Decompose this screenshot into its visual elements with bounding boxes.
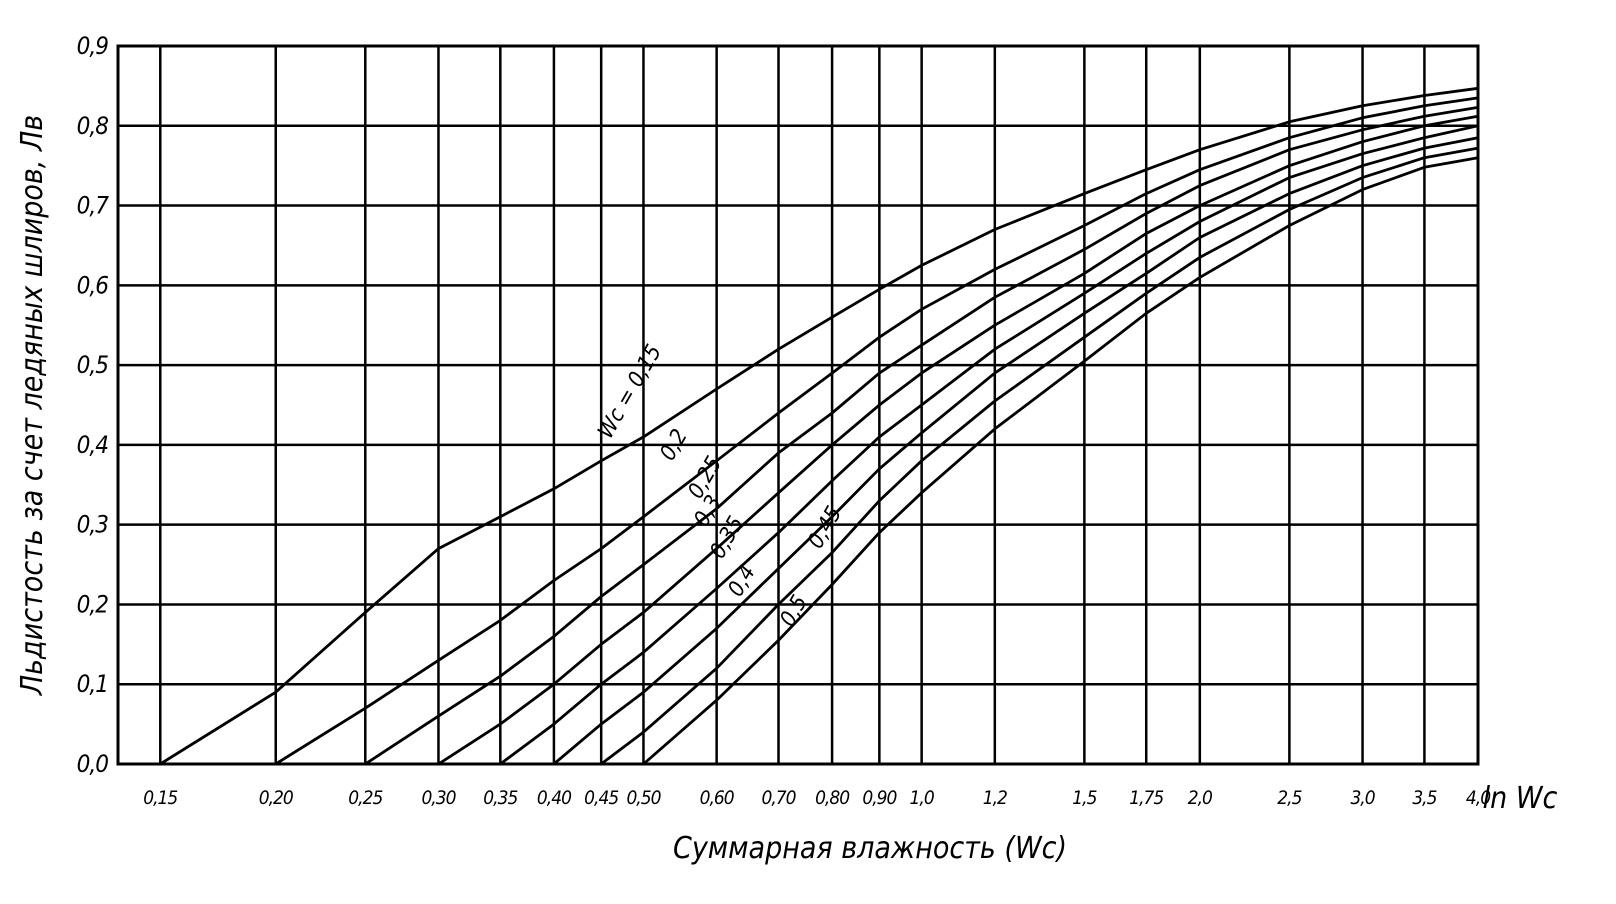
y-tick-label: 0,6 [77, 271, 109, 299]
curve [642, 156, 1479, 766]
y-tick-label: 0,8 [77, 112, 109, 140]
curve [437, 114, 1479, 766]
plot-frame [116, 44, 1480, 766]
y-tick-label: 0,1 [77, 670, 108, 698]
x-tick-label: 3,5 [1412, 787, 1436, 809]
y-axis-title: Льдистость за счет ледяных шлиров, Лв [15, 115, 50, 696]
y-tick-label: 0,5 [77, 351, 109, 379]
x-tick-label: 0,60 [700, 787, 735, 809]
x-tick-label: 0,25 [348, 787, 382, 809]
x-tick-label: 0,15 [143, 787, 177, 809]
x-tick-label: 1,0 [910, 787, 935, 809]
curve [274, 96, 1479, 766]
x-tick-label: 0,90 [862, 787, 897, 809]
x-tick-label: 2,5 [1277, 787, 1301, 809]
curve-label: 0,2 [656, 425, 693, 465]
curve [364, 106, 1479, 766]
x-tick-label: 1,5 [1072, 787, 1096, 809]
curve [159, 86, 1479, 766]
x-tick-label: 4,0 [1466, 787, 1491, 809]
y-tick-label: 0,3 [77, 511, 109, 539]
y-tick-label: 0,0 [77, 750, 109, 778]
curve [552, 136, 1479, 766]
y-tick-label: 0,2 [77, 590, 109, 618]
x-tick-label: 0,20 [259, 787, 294, 809]
x-tick-label: 3,0 [1350, 787, 1375, 809]
x-tick-label: 1,2 [983, 787, 1007, 809]
x-unit-label: ln Wc [1483, 781, 1558, 816]
x-tick-label: 0,80 [815, 787, 850, 809]
x-tick-label: 0,35 [483, 787, 517, 809]
x-tick-label: 0,70 [761, 787, 796, 809]
y-tick-label: 0,9 [77, 32, 109, 60]
x-axis-title: Суммарная влажность (Wc) [673, 831, 1067, 866]
x-tick-label: 1,75 [1129, 787, 1163, 809]
x-tick-label: 0,40 [537, 787, 572, 809]
x-tick-label: 2,0 [1188, 787, 1213, 809]
y-tick-label: 0,4 [77, 431, 109, 459]
x-tick-label: 0,30 [421, 787, 456, 809]
y-tick-label: 0,7 [77, 192, 110, 220]
curve-label: 0,4 [724, 561, 761, 601]
x-tick-label: 0,45 [584, 787, 618, 809]
x-tick-label: 0,50 [626, 787, 661, 809]
curve [499, 124, 1479, 766]
curve-label: 0,5 [776, 591, 813, 631]
curve [600, 146, 1479, 766]
